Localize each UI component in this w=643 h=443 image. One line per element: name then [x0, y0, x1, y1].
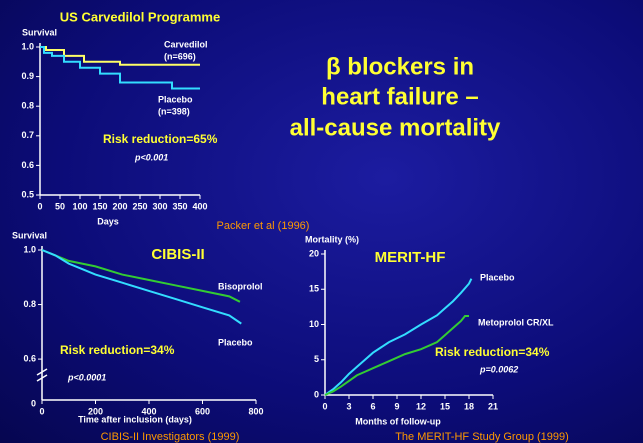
y-tick-label: 0.9 — [21, 71, 34, 81]
x-tick-label: 350 — [172, 201, 187, 211]
x-tick-label: 50 — [55, 201, 65, 211]
chart-title: CIBIS-II — [151, 246, 204, 263]
series-n: (n=398) — [158, 106, 190, 116]
chart-title: MERIT-HF — [375, 249, 446, 266]
x-tick-label: 0 — [39, 406, 44, 416]
x-tick-label: 18 — [464, 401, 474, 411]
series-label: Placebo — [218, 337, 253, 347]
axis-break — [36, 374, 48, 382]
y-tick-label: 0.6 — [21, 160, 34, 170]
annotation: p<0.0001 — [67, 372, 106, 382]
x-axis-label: Time after inclusion (days) — [78, 414, 192, 424]
series-label: Placebo — [158, 94, 193, 104]
y-tick-label: 0.8 — [21, 101, 34, 111]
y-tick-label: 20 — [309, 248, 319, 258]
x-tick-label: 300 — [152, 201, 167, 211]
series-label: Carvedilol — [164, 39, 208, 49]
source: CIBIS-II Investigators (1999) — [101, 431, 240, 443]
x-axis-label: Days — [97, 216, 119, 226]
x-tick-label: 3 — [346, 401, 351, 411]
x-tick-label: 200 — [88, 406, 103, 416]
x-tick-label: 15 — [440, 401, 450, 411]
slide-title: all-cause mortality — [290, 114, 501, 141]
series-line — [40, 46, 200, 90]
y-tick-label: 0.6 — [23, 353, 36, 363]
x-tick-label: 100 — [72, 201, 87, 211]
y-tick-label: 0.5 — [21, 189, 34, 199]
y-tick-label: 5 — [314, 354, 319, 364]
chart-title: US Carvedilol Programme — [60, 9, 220, 24]
y-axis-label: Survival — [12, 230, 47, 240]
slide-title: β blockers in — [326, 53, 474, 80]
axis-break — [36, 368, 48, 376]
y-tick-label: 10 — [309, 319, 319, 329]
series-line — [40, 46, 200, 66]
x-tick-label: 400 — [141, 406, 156, 416]
x-tick-label: 600 — [195, 406, 210, 416]
x-tick-label: 21 — [488, 401, 498, 411]
x-tick-label: 0 — [37, 201, 42, 211]
series-line — [41, 249, 242, 325]
y-tick-label: 0 — [314, 389, 319, 399]
y-tick-label: 0 — [31, 398, 36, 408]
x-tick-label: 250 — [132, 201, 147, 211]
series-line — [324, 315, 469, 396]
source: The MERIT-HF Study Group (1999) — [395, 431, 569, 443]
y-tick-label: 1.0 — [23, 244, 36, 254]
x-axis-label: Months of follow-up — [355, 416, 441, 426]
x-tick-label: 6 — [370, 401, 375, 411]
y-tick-label: 0.8 — [23, 299, 36, 309]
annotation: Risk reduction=65% — [103, 132, 218, 146]
y-tick-label: 0.7 — [21, 130, 34, 140]
source: Packer et al (1996) — [217, 220, 310, 232]
annotation: p<0.001 — [134, 152, 168, 162]
series-label: Metoprolol CR/XL — [478, 317, 554, 327]
y-axis-label: Mortality (%) — [305, 234, 359, 244]
annotation: Risk reduction=34% — [60, 343, 175, 357]
x-tick-label: 150 — [92, 201, 107, 211]
series-n: (n=696) — [164, 51, 196, 61]
x-tick-label: 12 — [416, 401, 426, 411]
annotation: p=0.0062 — [479, 364, 518, 374]
slide-title: heart failure – — [321, 83, 478, 110]
series-line — [324, 278, 473, 396]
annotation: Risk reduction=34% — [435, 345, 550, 359]
x-tick-label: 9 — [394, 401, 399, 411]
x-tick-label: 200 — [112, 201, 127, 211]
y-axis-label: Survival — [22, 27, 57, 37]
series-label: Bisoprolol — [218, 281, 263, 291]
y-tick-label: 15 — [309, 284, 319, 294]
x-tick-label: 400 — [192, 201, 207, 211]
series-line — [41, 249, 241, 303]
y-tick-label: 1.0 — [21, 41, 34, 51]
x-tick-label: 800 — [248, 406, 263, 416]
series-label: Placebo — [480, 272, 515, 282]
x-tick-label: 0 — [322, 401, 327, 411]
